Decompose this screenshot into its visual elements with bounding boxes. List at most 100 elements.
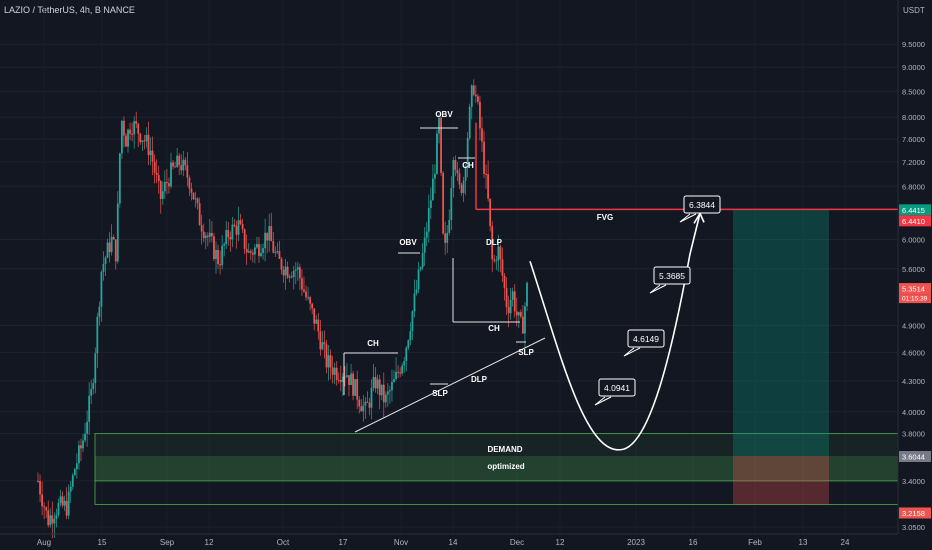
candle-body xyxy=(380,384,383,396)
candle-body xyxy=(225,230,228,244)
price-tick-label: 3.4000 xyxy=(902,477,925,486)
candle-body xyxy=(88,395,91,422)
candle-body xyxy=(137,123,140,134)
candle-body xyxy=(303,289,305,292)
price-badge-label: 6.4410 xyxy=(902,217,925,226)
annotation-label: DEMAND xyxy=(487,445,522,454)
candle-body xyxy=(526,282,528,307)
candle-body xyxy=(47,510,50,526)
candle-body xyxy=(397,371,400,373)
time-tick-label: 15 xyxy=(98,538,107,547)
candle-body xyxy=(407,340,410,348)
stop-loss-box xyxy=(733,456,829,505)
candle-body xyxy=(450,188,453,220)
candle-body xyxy=(247,251,250,253)
candle-body xyxy=(391,381,393,391)
candle-body xyxy=(256,244,258,248)
target-callout-label: 5.3685 xyxy=(659,271,685,281)
candle-body xyxy=(339,380,342,382)
candle-body xyxy=(229,237,232,240)
candle-body xyxy=(333,367,336,375)
candle-body xyxy=(90,389,93,396)
candle-body xyxy=(69,486,72,492)
candle-body xyxy=(337,380,340,382)
candle-body xyxy=(440,117,442,173)
target-callout-tail xyxy=(623,347,641,357)
candle-body xyxy=(395,371,397,380)
candle-body xyxy=(348,375,350,386)
price-tick-label: 6.8000 xyxy=(902,182,925,191)
price-tick-label: 6.0000 xyxy=(902,235,925,244)
candle-body xyxy=(110,236,113,253)
candle-body xyxy=(208,232,211,237)
candle-body xyxy=(415,289,418,294)
candle-body xyxy=(436,133,438,174)
candle-body xyxy=(376,379,379,389)
candle-body xyxy=(147,134,150,156)
candle-body xyxy=(80,445,82,449)
candle-body xyxy=(118,153,121,204)
candle-body xyxy=(481,128,483,142)
candle-body xyxy=(280,258,283,270)
candle-body xyxy=(517,312,520,316)
time-tick-label: Aug xyxy=(37,538,51,547)
candle-body xyxy=(307,297,309,299)
candle-body xyxy=(389,390,391,392)
candle-body xyxy=(198,203,201,226)
candle-body xyxy=(200,225,203,232)
candle-body xyxy=(515,311,518,316)
candle-body xyxy=(96,316,99,354)
candle-body xyxy=(176,155,179,168)
candle-body xyxy=(403,360,406,366)
price-tick-label: 3.8000 xyxy=(902,430,925,439)
target-callout-box xyxy=(683,195,721,214)
candle-body xyxy=(55,514,58,520)
candle-body xyxy=(75,463,78,470)
candle-body xyxy=(106,242,109,258)
candle-body xyxy=(386,391,389,395)
candle-body xyxy=(270,226,273,242)
annotation-label: OBV xyxy=(399,238,417,247)
candle-body xyxy=(184,159,187,166)
candle-body xyxy=(446,232,449,243)
candle-body xyxy=(155,172,158,176)
candle-body xyxy=(331,367,334,375)
candle-body xyxy=(315,319,318,324)
candle-body xyxy=(298,267,301,279)
price-tick-label: 5.6000 xyxy=(902,265,925,274)
candle-body xyxy=(196,198,199,204)
candle-body xyxy=(78,445,80,464)
zones xyxy=(94,122,899,505)
candle-body xyxy=(129,129,131,134)
candle-body xyxy=(323,342,326,345)
candle-body xyxy=(163,181,166,192)
candle-body xyxy=(305,291,307,298)
target-callout-label: 4.6149 xyxy=(633,334,659,344)
candle-body xyxy=(235,226,238,235)
candle-body xyxy=(172,162,174,167)
target-callout-box xyxy=(653,266,691,285)
candle-body xyxy=(476,96,479,102)
time-tick-label: 17 xyxy=(339,538,348,547)
candle-body xyxy=(123,120,125,136)
candle-body xyxy=(65,500,68,516)
candle-body xyxy=(454,159,457,170)
candle-body xyxy=(139,133,142,142)
candle-body xyxy=(153,161,156,173)
price-tick-label: 4.6000 xyxy=(902,348,925,357)
candle-body xyxy=(57,502,60,515)
candle-body xyxy=(384,394,387,403)
candle-body xyxy=(329,355,332,368)
candle-body xyxy=(491,226,494,260)
candle-body xyxy=(292,270,295,278)
candle-body xyxy=(202,231,205,239)
candle-body xyxy=(462,180,465,194)
price-badge-label: 6.4415 xyxy=(902,206,925,215)
target-callout-tail xyxy=(649,284,667,294)
annotation-label: FVG xyxy=(597,213,613,222)
candle-body xyxy=(272,241,275,253)
candle-body xyxy=(350,373,352,386)
price-tick-label: 3.0500 xyxy=(902,523,925,532)
candle-body xyxy=(84,433,86,441)
